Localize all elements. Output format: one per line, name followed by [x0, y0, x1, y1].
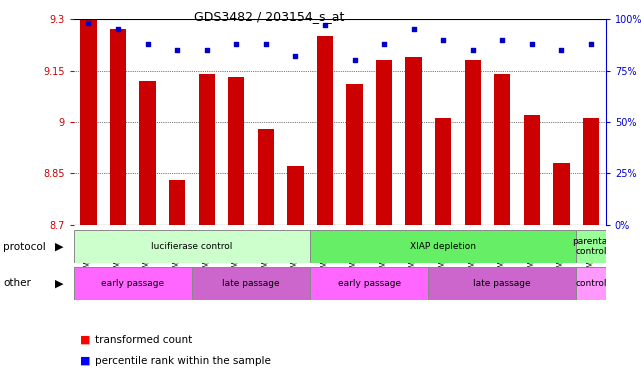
Point [438, 37, 448, 43]
Text: ■: ■ [80, 356, 90, 366]
Bar [317, 36, 333, 225]
Point [408, 26, 419, 33]
Point [201, 47, 212, 53]
Text: ▶: ▶ [55, 242, 64, 252]
Text: late passage: late passage [222, 279, 280, 288]
Text: protocol: protocol [3, 242, 46, 252]
Point [527, 41, 537, 47]
Bar [258, 129, 274, 225]
Text: ■: ■ [80, 335, 90, 345]
Bar [80, 19, 97, 225]
Point [142, 41, 153, 47]
Bar [310, 267, 428, 300]
Bar [435, 119, 451, 225]
Text: early passage: early passage [101, 279, 164, 288]
Text: lucifierase control: lucifierase control [151, 242, 233, 251]
Point [349, 57, 360, 63]
Point [556, 47, 567, 53]
Bar [465, 60, 481, 225]
Point [320, 22, 330, 28]
Point [497, 37, 508, 43]
Bar [287, 166, 304, 225]
Bar [140, 81, 156, 225]
Text: late passage: late passage [474, 279, 531, 288]
Point [113, 26, 123, 33]
Bar [428, 267, 576, 300]
Bar [576, 267, 606, 300]
Text: transformed count: transformed count [95, 335, 192, 345]
Text: control: control [575, 279, 607, 288]
Text: early passage: early passage [338, 279, 401, 288]
Point [379, 41, 389, 47]
Text: ▶: ▶ [55, 278, 64, 288]
Bar [74, 230, 310, 263]
Bar [494, 74, 510, 225]
Bar [406, 57, 422, 225]
Text: percentile rank within the sample: percentile rank within the sample [95, 356, 271, 366]
Bar [553, 163, 570, 225]
Bar [192, 267, 310, 300]
Text: GDS3482 / 203154_s_at: GDS3482 / 203154_s_at [194, 10, 344, 23]
Point [586, 41, 596, 47]
Point [231, 41, 242, 47]
Text: parental
control: parental control [572, 237, 610, 257]
Point [261, 41, 271, 47]
Point [290, 53, 301, 59]
Bar [524, 115, 540, 225]
Bar [376, 60, 392, 225]
Bar [346, 84, 363, 225]
Bar [310, 230, 576, 263]
Point [172, 47, 182, 53]
Point [83, 20, 94, 26]
Bar [583, 119, 599, 225]
Bar [576, 230, 606, 263]
Text: other: other [3, 278, 31, 288]
Bar [74, 267, 192, 300]
Text: XIAP depletion: XIAP depletion [410, 242, 476, 251]
Bar [228, 78, 244, 225]
Bar [199, 74, 215, 225]
Bar [169, 180, 185, 225]
Bar [110, 30, 126, 225]
Point [467, 47, 478, 53]
